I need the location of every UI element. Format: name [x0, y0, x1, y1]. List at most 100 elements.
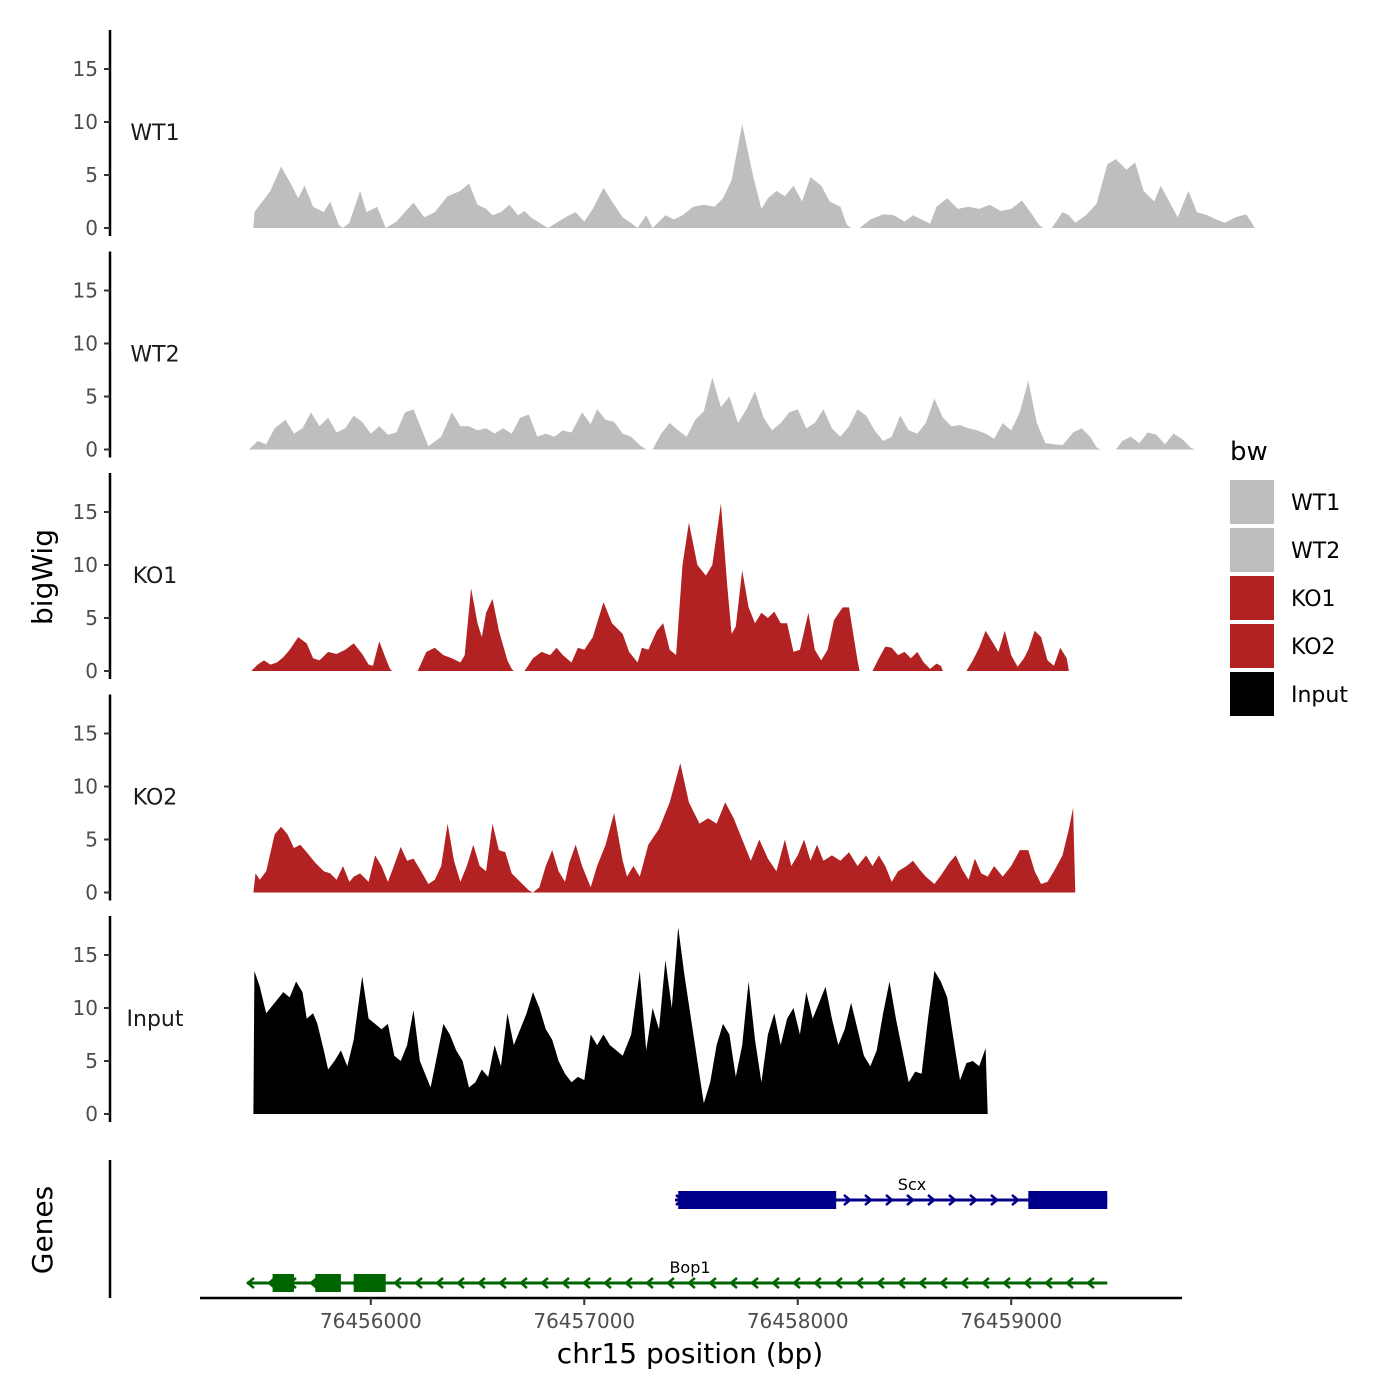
strand-arrow	[498, 1277, 507, 1289]
y-tick-label: 0	[85, 881, 98, 905]
x-tick-label: 76456000	[320, 1309, 422, 1333]
series-area-ko2	[253, 763, 1076, 893]
legend-key	[1230, 528, 1274, 572]
series-area-input	[253, 927, 988, 1114]
legend: bw WT1 WT2 KO1 KO2 Input	[1230, 437, 1348, 716]
gene-label: Scx	[898, 1175, 926, 1194]
y-tick-label: 10	[73, 553, 98, 577]
strand-arrow	[855, 1277, 864, 1289]
strand-arrow	[990, 1194, 999, 1206]
strand-arrow	[309, 1277, 318, 1289]
strand-arrow	[624, 1277, 633, 1289]
y-tick-label: 15	[73, 722, 98, 746]
strand-arrow	[960, 1277, 969, 1289]
y-tick-label: 15	[73, 57, 98, 81]
strand-arrow	[561, 1277, 570, 1289]
track-label: KO1	[133, 564, 178, 589]
gene-bop1: Bop1	[246, 1258, 1108, 1292]
y-tick-label: 5	[85, 606, 98, 630]
y-tick-label: 5	[85, 385, 98, 409]
legend-key	[1230, 672, 1274, 716]
strand-arrow	[939, 1277, 948, 1289]
x-tick-label: 76459000	[960, 1309, 1062, 1333]
strand-arrow	[246, 1277, 255, 1289]
strand-arrow	[834, 1277, 843, 1289]
y-tick-label: 10	[73, 110, 98, 134]
y-tick-label: 5	[85, 828, 98, 852]
y-tick-label: 5	[85, 1049, 98, 1073]
strand-arrow	[708, 1277, 717, 1289]
strand-arrow	[1086, 1277, 1095, 1289]
strand-arrow	[864, 1194, 873, 1206]
track-input: 0 5 10 15 Input	[73, 916, 988, 1126]
y-tick-label: 5	[85, 163, 98, 187]
strand-arrow	[981, 1277, 990, 1289]
strand-arrow	[435, 1277, 444, 1289]
gene-label: Bop1	[669, 1258, 710, 1277]
x-tick-label: 76457000	[533, 1309, 635, 1333]
gene-track: Scx Bop1	[108, 1160, 1108, 1298]
strand-arrow	[969, 1194, 978, 1206]
strand-arrow	[645, 1277, 654, 1289]
bigwig-tracks: 0 5 10 15 WT1 0 5 10 15 WT2 0 5 10 15 KO1 0 5 10 15 KO2 0 5 10…	[73, 30, 1255, 1126]
strand-arrow	[414, 1277, 423, 1289]
gene-scx: Scx	[674, 1175, 1108, 1209]
strand-arrow	[519, 1277, 528, 1289]
track-ko2: 0 5 10 15 KO2	[73, 694, 1076, 905]
y-tick-label: 10	[73, 332, 98, 356]
strand-arrow	[1044, 1277, 1053, 1289]
track-label: WT1	[130, 121, 179, 146]
strand-arrow	[771, 1277, 780, 1289]
strand-arrow	[876, 1277, 885, 1289]
legend-key	[1230, 480, 1274, 524]
y-tick-label: 15	[73, 943, 98, 967]
strand-arrow	[897, 1277, 906, 1289]
track-label: KO2	[133, 786, 178, 811]
x-axis: 76456000 76457000 76458000 76459000	[200, 1296, 1182, 1333]
strand-arrow	[906, 1194, 915, 1206]
strand-arrow	[1002, 1277, 1011, 1289]
series-area-wt2	[249, 377, 1195, 450]
strand-arrow	[393, 1277, 402, 1289]
legend-label: Input	[1291, 683, 1348, 708]
series-area-wt1	[253, 124, 1255, 228]
track-ko1: 0 5 10 15 KO1	[73, 473, 1069, 683]
strand-arrow	[477, 1277, 486, 1289]
track-wt1: 0 5 10 15 WT1	[73, 30, 1255, 240]
strand-arrow	[885, 1194, 894, 1206]
strand-arrow	[918, 1277, 927, 1289]
x-axis-title: chr15 position (bp)	[557, 1337, 823, 1370]
series-area-ko1	[251, 503, 1069, 671]
strand-arrow	[456, 1277, 465, 1289]
track-label: Input	[127, 1007, 184, 1032]
legend-label: WT2	[1291, 539, 1340, 564]
strand-arrow	[729, 1277, 738, 1289]
strand-arrow	[1023, 1277, 1032, 1289]
strand-arrow	[927, 1194, 936, 1206]
strand-arrow	[813, 1277, 822, 1289]
strand-arrow	[582, 1277, 591, 1289]
gene-exon	[353, 1274, 386, 1292]
y-tick-label: 10	[73, 996, 98, 1020]
y-tick-label: 0	[85, 1102, 98, 1126]
legend-key	[1230, 624, 1274, 668]
y-tick-label: 0	[85, 438, 98, 462]
legend-key	[1230, 576, 1274, 620]
gene-exon	[1028, 1191, 1108, 1209]
strand-arrow	[750, 1277, 759, 1289]
strand-arrow	[1011, 1194, 1020, 1206]
y-tick-label: 0	[85, 659, 98, 683]
x-tick-label: 76458000	[747, 1309, 849, 1333]
y-tick-label: 15	[73, 500, 98, 524]
strand-arrow	[1065, 1277, 1074, 1289]
y-tick-label: 15	[73, 279, 98, 303]
y-axis-title: bigWig	[26, 529, 59, 625]
track-wt2: 0 5 10 15 WT2	[73, 251, 1195, 462]
genes-axis-title: Genes	[26, 1186, 59, 1274]
legend-title: bw	[1230, 437, 1268, 467]
track-label: WT2	[130, 343, 179, 368]
strand-arrow	[687, 1277, 696, 1289]
gene-exon	[272, 1274, 294, 1292]
strand-arrow	[792, 1277, 801, 1289]
